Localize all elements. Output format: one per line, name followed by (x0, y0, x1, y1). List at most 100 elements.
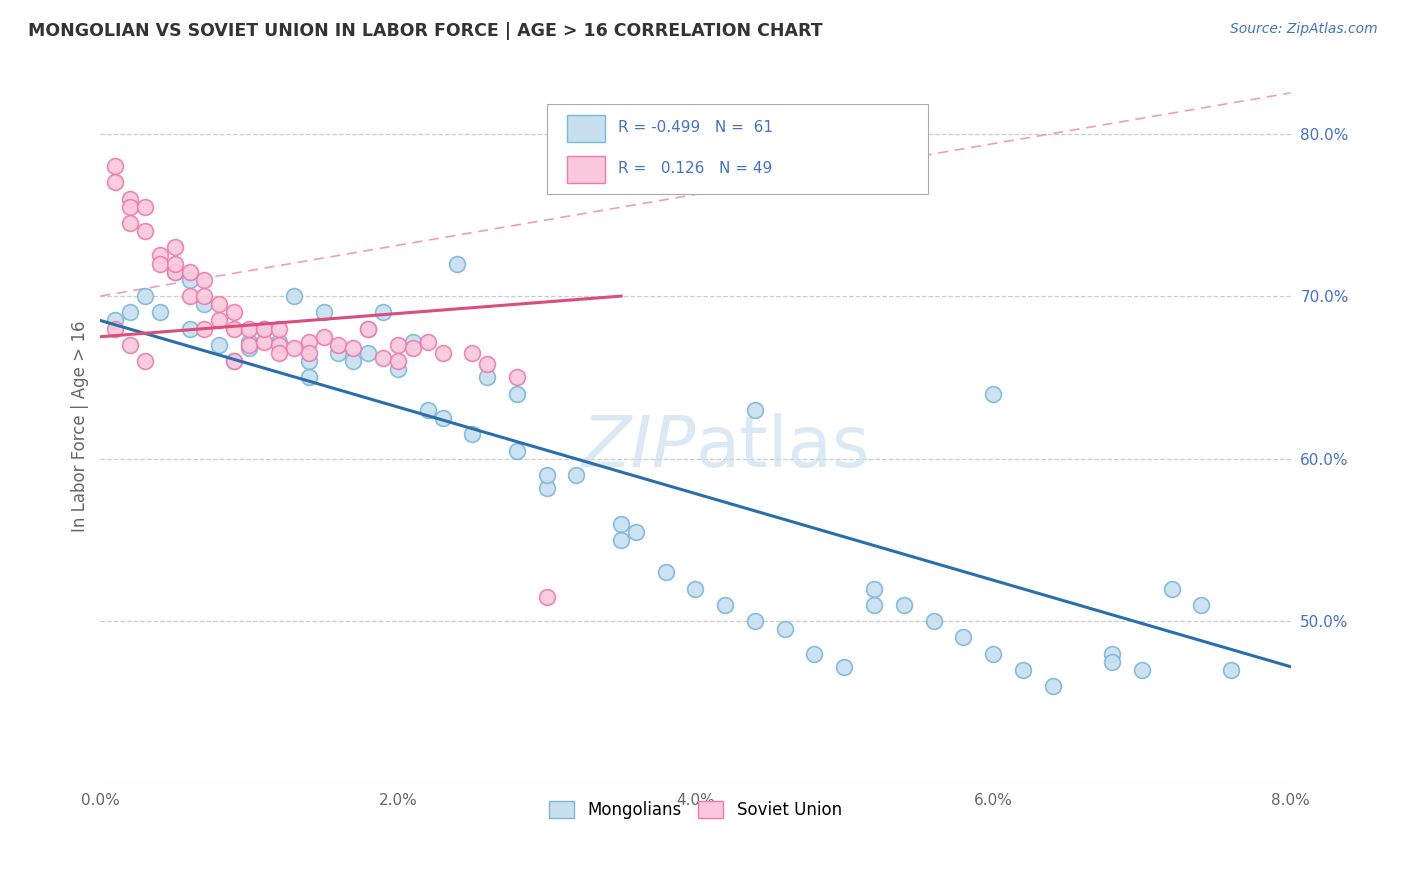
Point (357, 346, 380, 360)
Point (149, 256, 172, 270)
Point (104, 159, 127, 173)
Point (432, 346, 454, 360)
Text: atlas: atlas (696, 413, 870, 482)
Point (1160, 582, 1182, 596)
Point (1101, 655, 1123, 669)
Point (461, 346, 484, 360)
Point (134, 354, 156, 368)
Point (283, 341, 305, 355)
Point (477, 370, 499, 384)
Point (624, 524, 647, 539)
Point (208, 338, 231, 352)
Point (179, 321, 201, 335)
Point (120, 216, 142, 230)
Point (193, 297, 215, 311)
Point (267, 321, 290, 335)
Point (342, 354, 364, 368)
Point (387, 362, 409, 376)
Point (477, 357, 499, 371)
Point (224, 354, 246, 368)
Point (179, 273, 201, 287)
Point (506, 370, 529, 384)
Point (342, 341, 364, 355)
Point (267, 334, 290, 349)
Point (134, 289, 156, 303)
Point (446, 256, 468, 270)
Point (506, 386, 529, 401)
Point (267, 346, 290, 360)
Point (208, 313, 231, 327)
Point (224, 305, 246, 319)
Point (163, 265, 186, 279)
Point (298, 354, 321, 368)
Point (506, 443, 529, 458)
Point (863, 598, 886, 612)
Point (952, 631, 974, 645)
Point (208, 297, 231, 311)
Point (149, 305, 172, 319)
Point (120, 192, 142, 206)
Point (685, 582, 707, 596)
Point (1011, 663, 1033, 677)
Point (654, 566, 676, 580)
Point (134, 224, 156, 238)
Point (193, 273, 215, 287)
Point (104, 175, 127, 189)
Point (1042, 679, 1064, 693)
Point (981, 647, 1004, 661)
Point (163, 265, 186, 279)
Point (120, 338, 142, 352)
Point (863, 582, 886, 596)
Point (387, 338, 409, 352)
Point (610, 516, 633, 531)
Point (402, 341, 425, 355)
Point (163, 256, 186, 270)
Point (238, 338, 260, 352)
Point (832, 659, 855, 673)
Legend: Mongolians, Soviet Union: Mongolians, Soviet Union (543, 794, 848, 825)
Point (1130, 663, 1153, 677)
Point (1189, 598, 1212, 612)
Text: MONGOLIAN VS SOVIET UNION IN LABOR FORCE | AGE > 16 CORRELATION CHART: MONGOLIAN VS SOVIET UNION IN LABOR FORCE… (28, 22, 823, 40)
Point (371, 305, 394, 319)
Point (104, 313, 127, 327)
Point (1101, 647, 1123, 661)
Point (773, 623, 796, 637)
Point (312, 305, 335, 319)
Point (432, 411, 454, 425)
Point (461, 427, 484, 442)
Point (922, 614, 945, 628)
FancyBboxPatch shape (567, 156, 605, 183)
Point (104, 321, 127, 335)
Point (981, 386, 1004, 401)
Point (893, 598, 915, 612)
Point (253, 321, 276, 335)
Point (163, 240, 186, 254)
Point (120, 200, 142, 214)
Point (357, 321, 380, 335)
Text: Source: ZipAtlas.com: Source: ZipAtlas.com (1230, 22, 1378, 37)
Text: ZIP: ZIP (581, 413, 696, 482)
Point (536, 590, 558, 604)
Point (371, 351, 394, 365)
Point (610, 533, 633, 547)
Point (1220, 663, 1243, 677)
Point (267, 338, 290, 352)
Point (224, 354, 246, 368)
Point (298, 370, 321, 384)
Point (357, 321, 380, 335)
Point (744, 614, 766, 628)
Point (744, 402, 766, 417)
Point (134, 200, 156, 214)
Point (238, 341, 260, 355)
Point (328, 346, 350, 360)
Point (565, 467, 588, 482)
Point (416, 334, 439, 349)
Point (402, 334, 425, 349)
Point (536, 467, 558, 482)
Point (193, 289, 215, 303)
Point (416, 402, 439, 417)
Y-axis label: In Labor Force | Age > 16: In Labor Force | Age > 16 (72, 320, 89, 532)
Point (179, 289, 201, 303)
Point (328, 338, 350, 352)
